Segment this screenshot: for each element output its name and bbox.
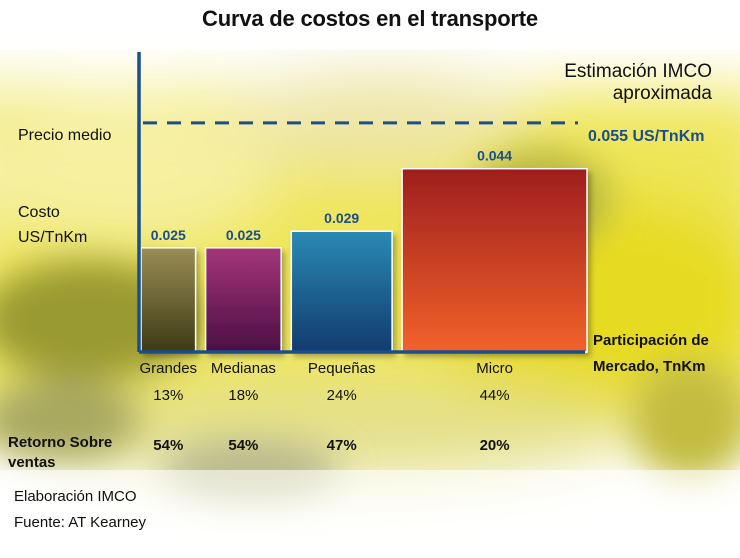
- bar-micro: [401, 167, 588, 353]
- elaboration-note: Elaboración IMCO: [14, 488, 137, 505]
- market-share-label: 44%: [480, 387, 510, 404]
- category-label: Grandes: [140, 360, 198, 377]
- return-on-sales-value: 54%: [228, 437, 258, 454]
- return-on-sales-value: 20%: [480, 437, 510, 454]
- y-axis-label-line-1: Costo: [18, 204, 60, 221]
- bar-value-label: 0.029: [324, 210, 359, 226]
- return-on-sales-value: 54%: [153, 437, 183, 454]
- x-axis-label-line-2: Mercado, TnKm: [593, 358, 706, 375]
- category-label: Micro: [476, 360, 513, 377]
- return-on-sales-value: 47%: [327, 437, 357, 454]
- bar-value-label: 0.025: [226, 227, 261, 243]
- market-share-label: 13%: [153, 387, 183, 404]
- bar-value-label: 0.025: [151, 227, 186, 243]
- subtitle-line-1: Estimación IMCO: [564, 61, 712, 82]
- return-row-label-line-2: ventas: [8, 454, 56, 471]
- category-label: Pequeñas: [308, 360, 376, 377]
- market-share-label: 24%: [327, 387, 357, 404]
- subtitle-line-2: aproximada: [612, 83, 712, 104]
- x-axis-label-line-1: Participación de: [593, 332, 709, 349]
- return-row-label-line-1: Retorno Sobre: [8, 434, 113, 451]
- market-share-label: 18%: [228, 387, 258, 404]
- bar-medianas: [204, 247, 282, 353]
- bar-value-label: 0.044: [477, 148, 512, 164]
- source-note: Fuente: AT Kearney: [14, 514, 147, 531]
- bar-pequeñas: [290, 230, 393, 353]
- reference-line-label: Precio medio: [18, 127, 112, 144]
- y-axis-label-line-2: US/TnKm: [18, 229, 88, 246]
- chart-title: Curva de costos en el transporte: [202, 6, 538, 31]
- category-label: Medianas: [211, 360, 276, 377]
- reference-line-value: 0.055 US/TnKm: [588, 128, 705, 145]
- bar-grandes: [140, 247, 197, 353]
